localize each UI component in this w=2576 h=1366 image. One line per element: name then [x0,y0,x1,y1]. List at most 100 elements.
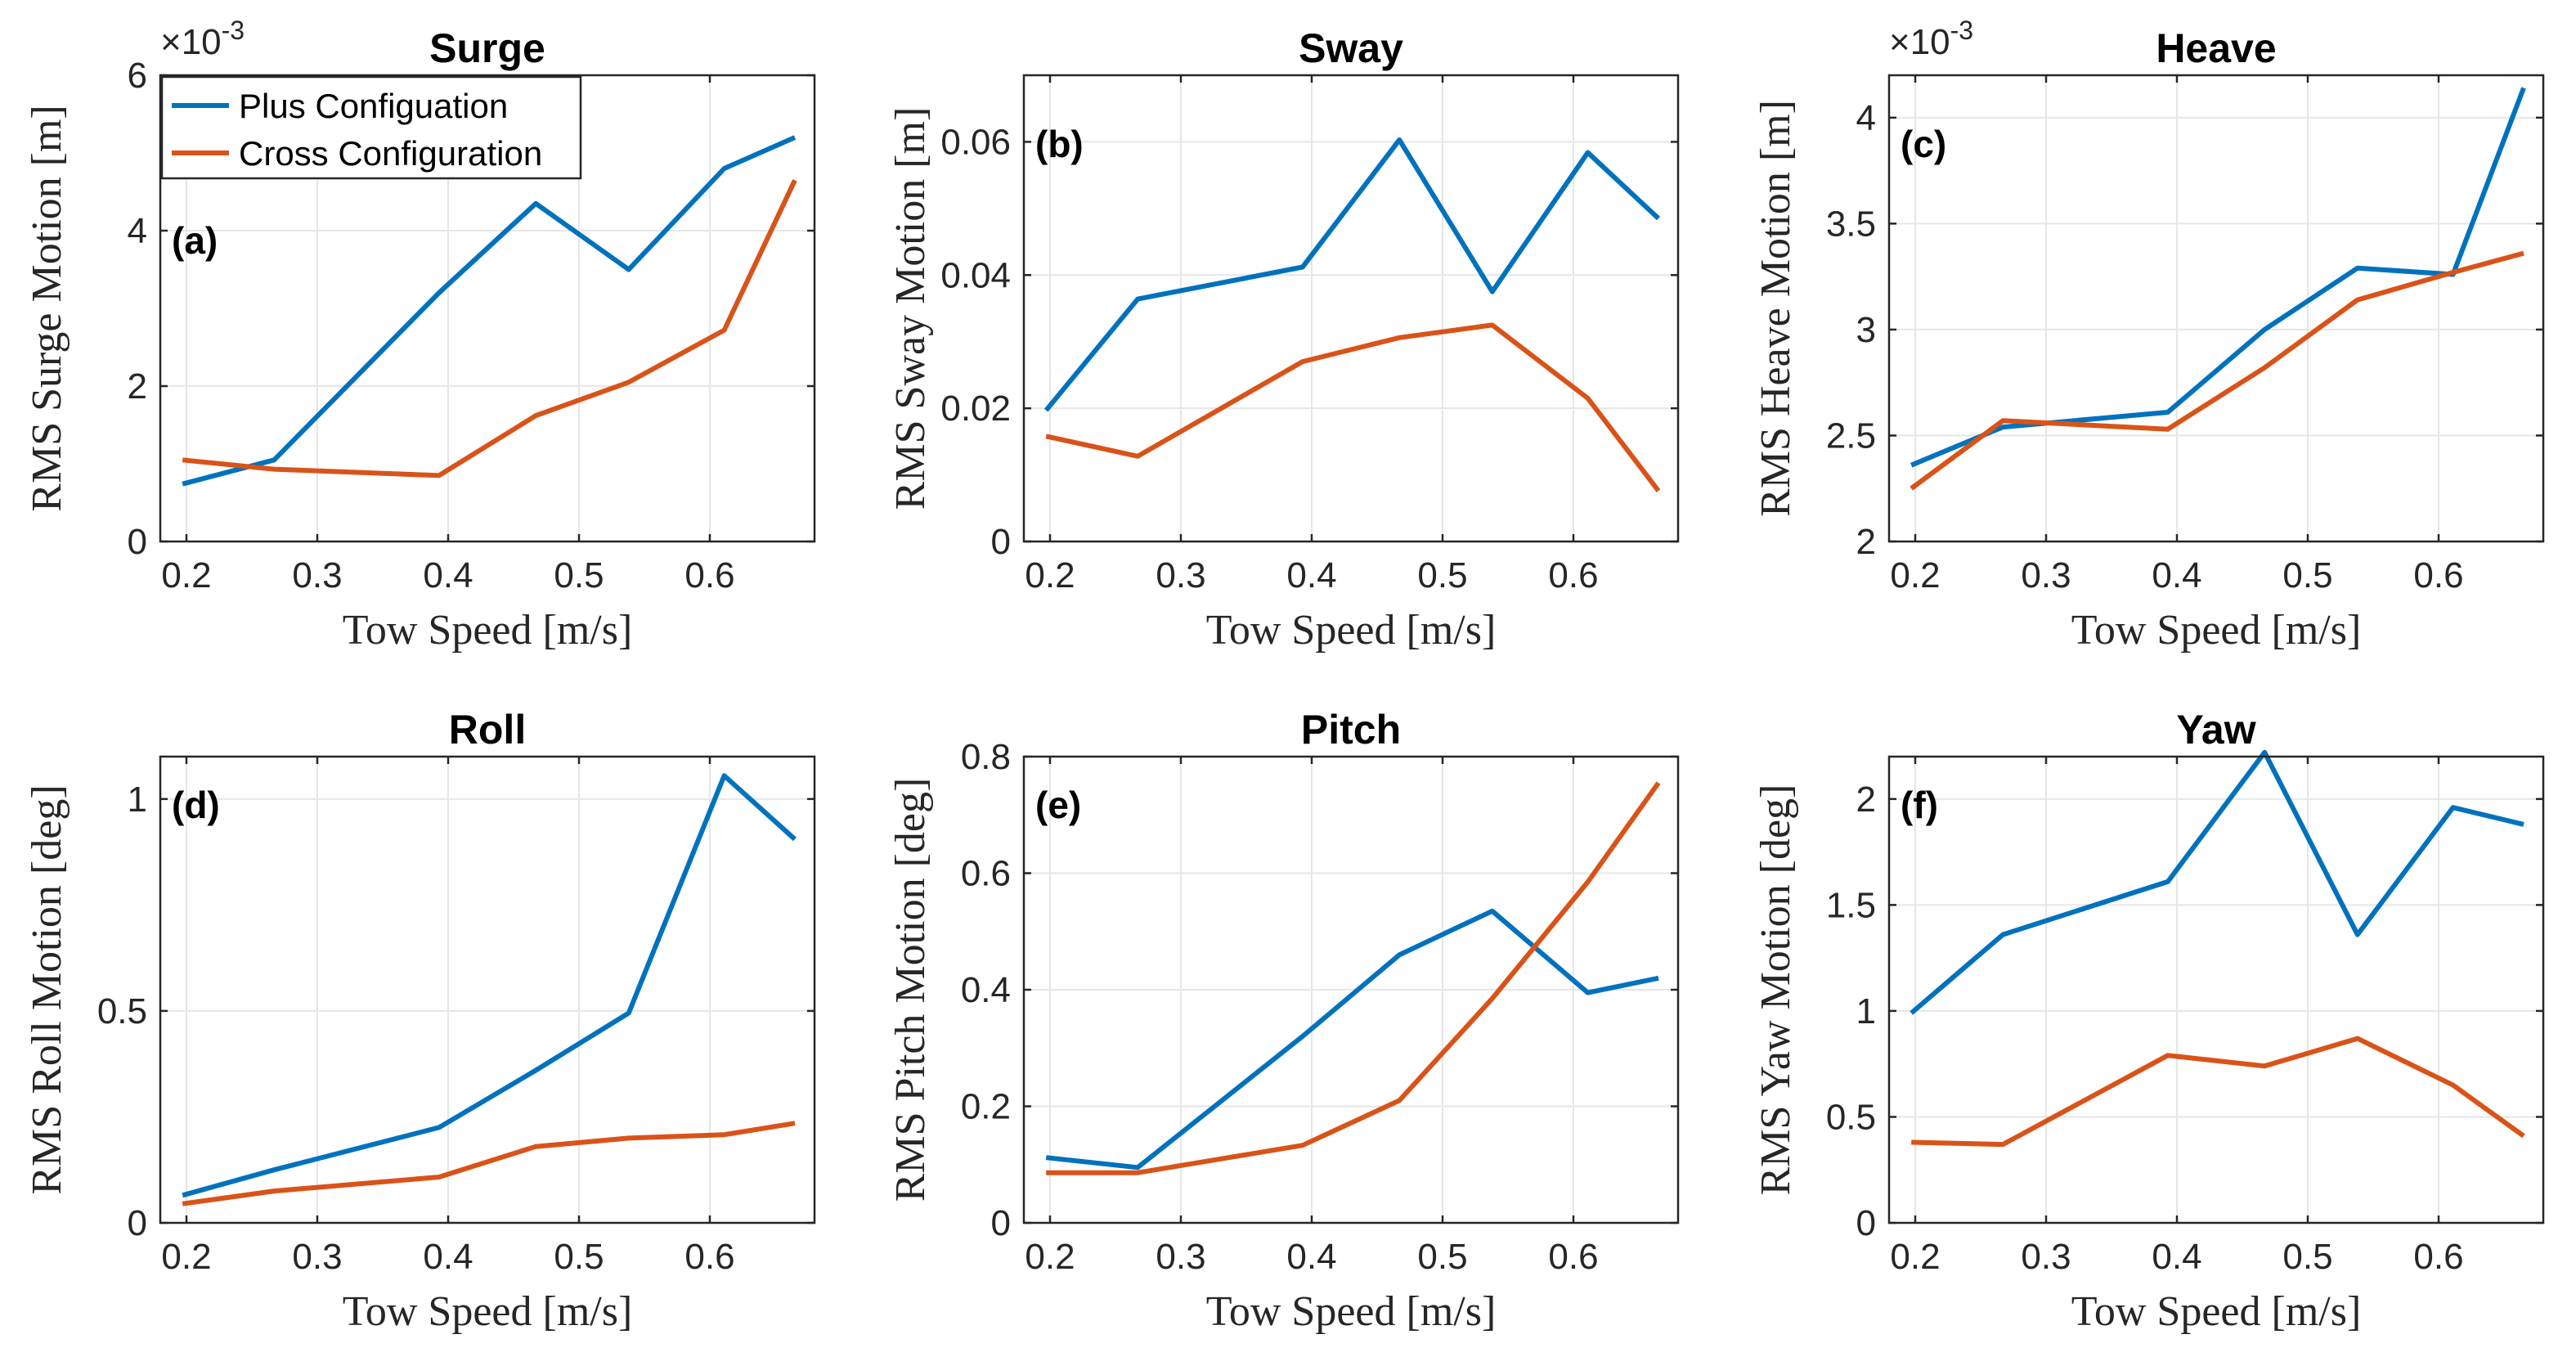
x-tick-label: 0.6 [2413,555,2463,595]
chart-title: Surge [429,25,545,71]
x-axis-label: Tow Speed [m/s] [2071,1288,2362,1335]
plus-configuration-line [182,135,797,487]
axes-box [1022,74,1680,543]
x-tick-label: 0.5 [554,555,604,595]
y-axis-label: RMS Sway Motion [m] [887,107,934,510]
y-tick-label: 1.5 [1826,885,1876,925]
x-tick-label: 0.2 [1025,1237,1075,1277]
y-tick-label: 0.6 [961,854,1011,894]
panel-label: (d) [172,784,220,826]
y-tick-label: 0.5 [97,991,147,1031]
y-tick-label: 4 [1856,98,1876,138]
x-tick-label: 0.2 [1890,1237,1940,1277]
axes-box [159,755,816,1224]
y-axis-label: RMS Pitch Motion [deg] [887,778,934,1202]
x-tick-label: 0.2 [161,555,211,595]
x-tick-label: 0.3 [1156,555,1205,595]
panel-label: (f) [1901,784,1938,826]
y-axis-label: RMS Heave Motion [m] [1752,100,1799,517]
x-tick-label: 0.4 [423,555,473,595]
x-tick-label: 0.3 [292,1237,342,1277]
x-tick-label: 0.6 [2413,1237,2463,1277]
x-tick-label: 0.6 [1548,555,1598,595]
y-axis-label: RMS Roll Motion [deg] [24,784,70,1194]
y-axis-label: RMS Surge Motion [m] [24,105,70,511]
plus-configuration-line [1043,137,1661,412]
panel-label: (c) [1901,123,1946,165]
legend-entry: Cross Configuration [239,134,542,173]
x-axis-label: Tow Speed [m/s] [1206,607,1497,654]
plus-configuration-line [1910,749,2524,1015]
x-tick-label: 0.6 [684,1237,734,1277]
y-tick-label: 0.06 [940,122,1011,162]
x-tick-label: 0.4 [2152,1237,2201,1277]
cross-configuration-line [1910,250,2524,491]
x-tick-label: 0.3 [1156,1237,1205,1277]
chart-panel-surge: 0.2 0.3 0.4 0.5 0.6 0 2 4 6 Surge Tow Speed [m/s] R… [24,16,816,654]
legend-entry: Plus Configuation [239,87,508,125]
y-tick-label: 1 [1856,991,1876,1031]
chart-title: Pitch [1301,707,1401,753]
chart-panel-heave: 0.2 0.3 0.4 0.5 0.6 2 2.5 3 3.5 4 Heave Tow Speed [… [1752,16,2545,654]
y-tick-label: 0 [128,522,147,562]
panel-label: (e) [1035,784,1081,826]
y-tick-label: 0 [991,522,1011,562]
cross-configuration-line [182,179,797,479]
y-axis-exponent: ×10-3 [1889,16,1973,62]
x-tick-label: 0.2 [1890,555,1940,595]
y-tick-label: 0.2 [961,1087,1011,1127]
grid-lines [1024,756,1678,1224]
x-tick-label: 0.5 [1417,1237,1467,1277]
x-tick-label: 0.4 [2152,555,2201,595]
y-tick-label: 0 [128,1203,147,1243]
x-tick-label: 0.2 [161,1237,211,1277]
x-tick-label: 0.4 [1286,1237,1336,1277]
grid-lines [1024,75,1678,542]
y-tick-label: 0 [991,1203,1011,1243]
y-tick-label: 1 [128,780,147,820]
x-tick-label: 0.3 [292,555,342,595]
y-tick-label: 0.04 [940,255,1011,295]
x-tick-label: 0.6 [684,555,734,595]
plus-configuration-line [1045,908,1659,1171]
y-axis-label: RMS Yaw Motion [deg] [1752,784,1799,1196]
x-tick-label: 0.5 [1417,555,1467,595]
y-axis-exponent: ×10-3 [160,16,245,62]
cross-configuration-line [1046,781,1661,1175]
legend: Plus Configuation Cross Configuration [160,75,582,180]
y-tick-label: 3 [1856,310,1876,350]
y-tick-label: 0 [1856,1203,1876,1243]
grid-lines [1889,75,2543,542]
chart-panel-sway: 0.2 0.3 0.4 0.5 0.6 0 0.02 0.04 0.06 Sway Tow Spee… [887,25,1680,654]
grid-lines [1889,757,2543,1224]
cross-configuration-line [1911,1036,2525,1148]
chart-title: Sway [1299,25,1403,71]
axes-box [1887,74,2545,543]
chart-panel-pitch: 0.2 0.3 0.4 0.5 0.6 0 0.2 0.4 0.6 0.8 Pitch Tow Spe… [887,707,1680,1335]
x-tick-label: 0.3 [2021,1237,2071,1277]
y-tick-label: 2.5 [1826,416,1876,456]
panel-label: (a) [172,219,218,262]
chart-title: Yaw [2176,707,2255,753]
cross-configuration-line [182,1121,796,1206]
x-axis-label: Tow Speed [m/s] [1206,1288,1497,1335]
x-axis-label: Tow Speed [m/s] [343,1288,633,1335]
chart-title: Heave [2156,25,2276,71]
y-tick-label: 2 [1856,522,1876,562]
axes-box [159,74,816,543]
x-tick-label: 0.6 [1548,1237,1598,1277]
x-tick-label: 0.2 [1025,555,1075,595]
plus-configuration-line [182,773,797,1198]
axes-box [1887,755,2545,1224]
x-axis-label: Tow Speed [m/s] [2071,607,2362,654]
y-tick-label: 0.02 [940,389,1011,429]
y-tick-label: 3.5 [1826,204,1876,244]
panel-label: (b) [1035,123,1084,165]
chart-title: Roll [449,707,526,753]
x-axis-label: Tow Speed [m/s] [343,607,633,654]
cross-configuration-line [1045,322,1661,492]
chart-panel-roll: 0.2 0.3 0.4 0.5 0.6 0 0.5 1 Roll Tow Speed [m/s] R… [24,707,816,1335]
y-tick-label: 0.5 [1826,1097,1876,1137]
x-tick-label: 0.5 [2282,1237,2332,1277]
